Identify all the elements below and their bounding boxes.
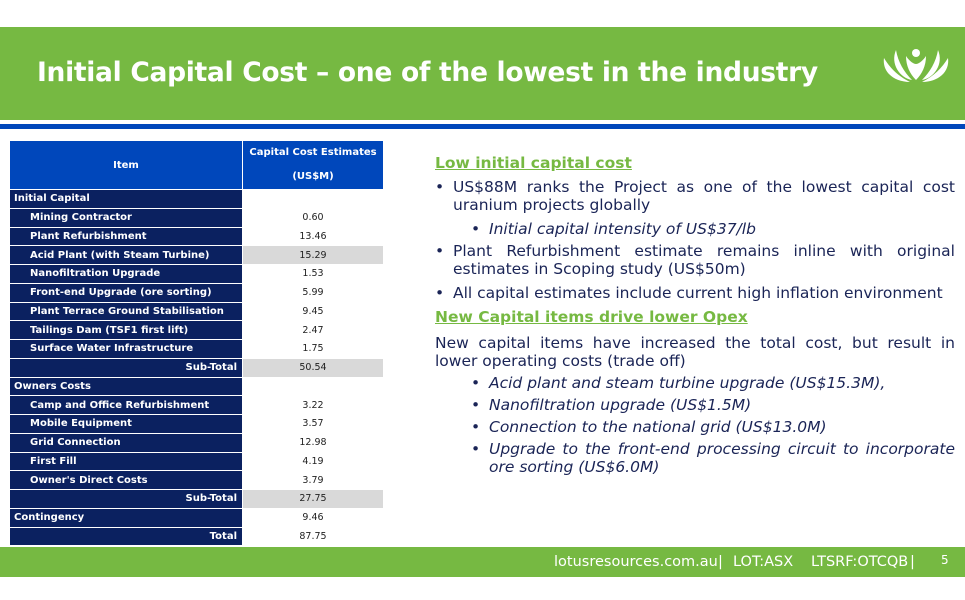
table-row: Owners Costs [9, 376, 384, 397]
row-value: 87.75 [242, 526, 384, 547]
separator: | [910, 554, 915, 570]
row-value: 5.99 [242, 282, 384, 303]
row-value: 9.46 [242, 507, 384, 528]
heading-low-capital: Low initial capital cost [435, 154, 632, 172]
sub-bullet: Initial capital intensity of US$37/lb [471, 220, 955, 238]
table-row: Initial Capital [9, 189, 384, 209]
heading-new-capital: New Capital items drive lower Opex [435, 308, 748, 326]
row-value: 27.75 [242, 489, 384, 509]
page-title: Initial Capital Cost – one of the lowest… [37, 57, 818, 88]
row-value [242, 189, 384, 209]
row-label: Mobile Equipment [9, 414, 243, 434]
table-row: Tailings Dam (TSF1 first lift) 2.47 [9, 320, 384, 340]
row-label: Owners Costs [9, 376, 243, 397]
row-value: 12.98 [242, 432, 384, 453]
row-label: Front-end Upgrade (ore sorting) [9, 282, 243, 303]
row-label: Grid Connection [9, 432, 243, 453]
row-label: Sub-Total [9, 489, 243, 509]
header-banner: Initial Capital Cost – one of the lowest… [0, 27, 965, 120]
table-row: Front-end Upgrade (ore sorting) 5.99 [9, 282, 384, 303]
sub-bullet: Connection to the national grid (US$13.0… [471, 418, 955, 436]
bullet: US$88M ranks the Project as one of the l… [435, 178, 955, 214]
lotus-logo-icon [883, 49, 949, 82]
column-header-item: Item [9, 140, 243, 190]
row-label: Nanofiltration Upgrade [9, 264, 243, 284]
capital-cost-table: Item Capital Cost Estimates (US$M) Initi… [9, 140, 384, 547]
otc-ticker: LTSRF:OTCQB [811, 554, 909, 570]
row-value: 1.75 [242, 339, 384, 359]
sub-bullet: Upgrade to the front-end processing circ… [471, 440, 955, 476]
row-label: Acid Plant (with Steam Turbine) [9, 245, 243, 265]
row-label: Plant Refurbishment [9, 226, 243, 247]
row-label: Camp and Office Refurbishment [9, 395, 243, 415]
table-row: Camp and Office Refurbishment 3.22 [9, 395, 384, 415]
row-label: Owner's Direct Costs [9, 470, 243, 490]
separator: | [718, 554, 723, 570]
row-label: First Fill [9, 451, 243, 472]
row-label: Total [9, 526, 243, 547]
table-row: Total 87.75 [9, 526, 384, 547]
bullet: Plant Refurbishment estimate remains inl… [435, 242, 955, 278]
table-row: Mobile Equipment 3.57 [9, 414, 384, 434]
row-label: Initial Capital [9, 189, 243, 209]
table-row: Sub-Total 27.75 [9, 489, 384, 509]
footer-bar: lotusresources.com.au | LOT:ASX LTSRF:OT… [0, 547, 965, 577]
row-label: Plant Terrace Ground Stabilisation [9, 301, 243, 322]
table-row: Plant Refurbishment 13.46 [9, 226, 384, 247]
row-label: Mining Contractor [9, 207, 243, 228]
row-value: 4.19 [242, 451, 384, 472]
row-value: 15.29 [242, 245, 384, 265]
table-row: Nanofiltration Upgrade 1.53 [9, 264, 384, 284]
row-value: 13.46 [242, 226, 384, 247]
row-value: 50.54 [242, 357, 384, 378]
row-value: 9.45 [242, 301, 384, 322]
asx-ticker: LOT:ASX [733, 554, 794, 570]
row-label: Surface Water Infrastructure [9, 339, 243, 359]
row-value: 2.47 [242, 320, 384, 340]
table-row: First Fill 4.19 [9, 451, 384, 472]
row-value: 1.53 [242, 264, 384, 284]
paragraph: New capital items have increased the tot… [435, 334, 955, 370]
row-label: Sub-Total [9, 357, 243, 378]
table-row: Sub-Total 50.54 [9, 357, 384, 378]
table-row: Grid Connection 12.98 [9, 432, 384, 453]
bullet: All capital estimates include current hi… [435, 284, 955, 302]
row-value: 3.79 [242, 470, 384, 490]
table-row: Acid Plant (with Steam Turbine) 15.29 [9, 245, 384, 265]
table-row: Mining Contractor 0.60 [9, 207, 384, 228]
table-row: Surface Water Infrastructure 1.75 [9, 339, 384, 359]
table-row: Contingency 9.46 [9, 507, 384, 528]
divider-line [0, 124, 965, 129]
row-label: Contingency [9, 507, 243, 528]
row-value: 3.57 [242, 414, 384, 434]
table-row: Plant Terrace Ground Stabilisation 9.45 [9, 301, 384, 322]
sub-bullet: Acid plant and steam turbine upgrade (US… [471, 374, 955, 392]
table-row: Owner's Direct Costs 3.79 [9, 470, 384, 490]
website-link[interactable]: lotusresources.com.au [554, 554, 718, 570]
row-value: 0.60 [242, 207, 384, 228]
commentary-panel: Low initial capital cost US$88M ranks th… [435, 150, 955, 480]
row-value [242, 376, 384, 397]
page-number: 5 [941, 553, 949, 567]
sub-bullet: Nanofiltration upgrade (US$1.5M) [471, 396, 955, 414]
column-header-cost: Capital Cost Estimates (US$M) [242, 140, 384, 190]
row-value: 3.22 [242, 395, 384, 415]
row-label: Tailings Dam (TSF1 first lift) [9, 320, 243, 340]
